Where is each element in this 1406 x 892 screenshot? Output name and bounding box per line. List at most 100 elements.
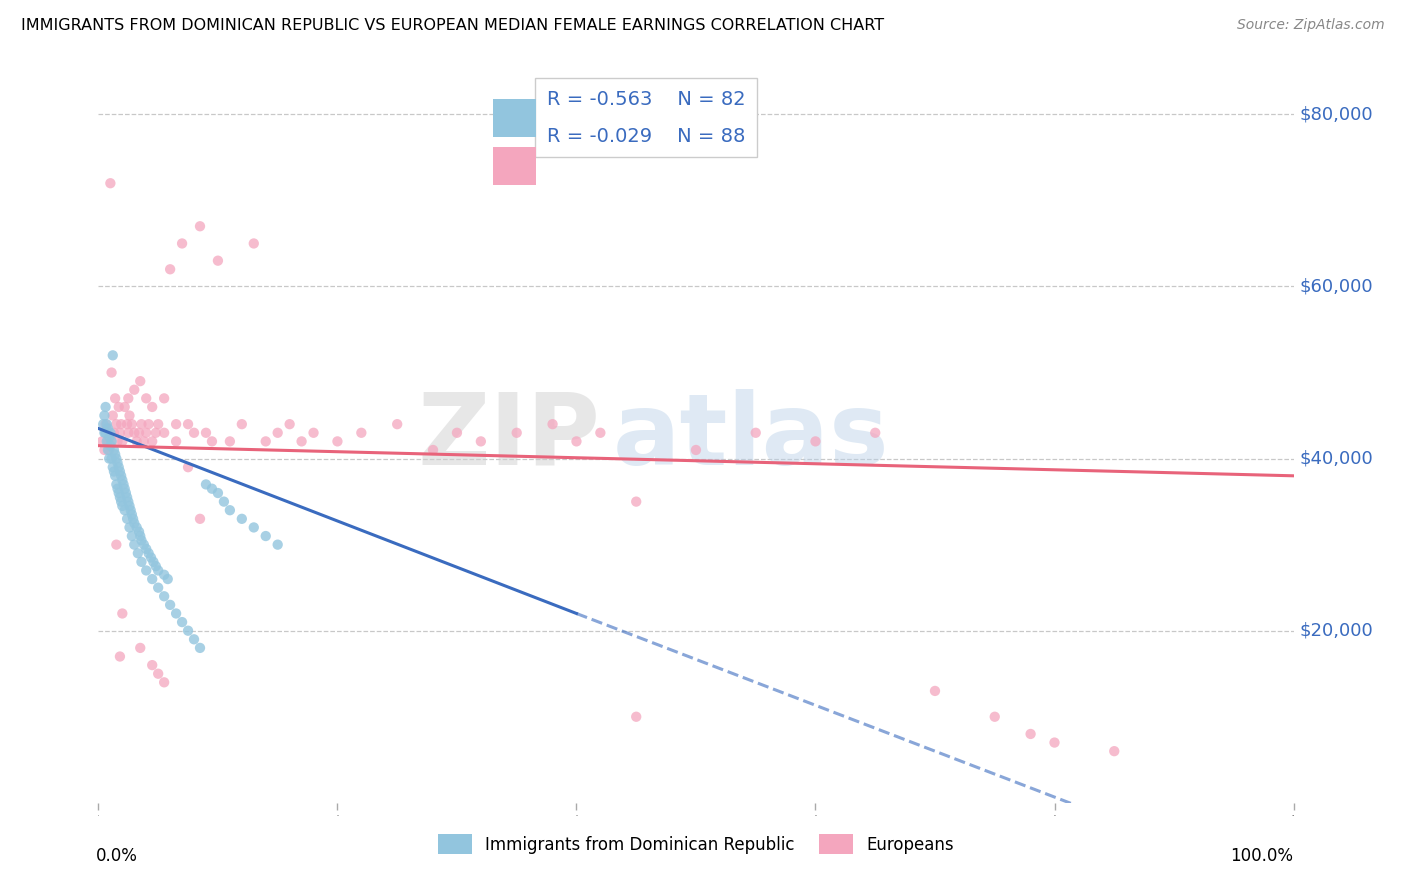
Point [118, 499, 141, 513]
Point [141, 434, 163, 449]
Point [129, 640, 152, 655]
Point [94, 400, 117, 414]
Point [195, 477, 218, 491]
Point [115, 417, 138, 432]
Point [141, 658, 163, 673]
Point [120, 503, 142, 517]
Text: IMMIGRANTS FROM DOMINICAN REPUBLIC VS EUROPEAN MEDIAN FEMALE EARNINGS CORRELATIO: IMMIGRANTS FROM DOMINICAN REPUBLIC VS EU… [21, 18, 884, 33]
Point [446, 425, 468, 440]
Point [145, 559, 167, 574]
Point [219, 503, 242, 517]
Point [183, 425, 205, 440]
Point [94, 425, 117, 440]
Point [93, 425, 115, 440]
Point [128, 425, 150, 440]
Point [302, 425, 325, 440]
Point [141, 400, 163, 414]
Point [172, 236, 194, 251]
Point [104, 392, 127, 406]
Point [565, 434, 588, 449]
Point [201, 482, 224, 496]
Point [139, 550, 162, 565]
Point [131, 533, 153, 548]
Point [93, 409, 115, 423]
Point [114, 400, 136, 414]
Point [91, 434, 114, 449]
Text: $40,000: $40,000 [1299, 450, 1374, 467]
Point [100, 434, 122, 449]
Point [254, 434, 277, 449]
Point [124, 538, 146, 552]
Point [127, 546, 149, 560]
Point [156, 572, 179, 586]
Point [97, 442, 120, 457]
Point [117, 392, 139, 406]
Point [267, 538, 290, 552]
Point [107, 434, 129, 449]
Point [96, 417, 118, 432]
Point [121, 529, 143, 543]
Point [145, 425, 167, 440]
Point [212, 494, 235, 508]
Point [470, 434, 492, 449]
Point [131, 555, 153, 569]
Point [291, 434, 314, 449]
Point [98, 425, 122, 440]
Point [105, 451, 128, 466]
Point [101, 460, 124, 475]
Point [104, 468, 127, 483]
Point [267, 425, 290, 440]
Point [98, 451, 121, 466]
Point [243, 520, 266, 534]
Point [97, 421, 120, 435]
Point [148, 581, 170, 595]
Point [111, 434, 134, 449]
Point [104, 447, 127, 461]
Point [135, 564, 157, 578]
Point [124, 516, 146, 530]
Point [105, 417, 128, 432]
Text: $60,000: $60,000 [1299, 277, 1374, 295]
Point [148, 417, 170, 432]
Point [115, 491, 138, 505]
Point [110, 468, 132, 483]
Point [108, 465, 131, 479]
Point [129, 529, 152, 543]
Point [93, 442, 115, 457]
Point [107, 400, 129, 414]
Point [107, 486, 129, 500]
Point [219, 434, 242, 449]
Point [111, 607, 134, 621]
Point [865, 425, 887, 440]
Point [108, 491, 131, 505]
Point [100, 451, 122, 466]
Point [138, 417, 160, 432]
Point [103, 425, 125, 440]
Point [506, 425, 529, 440]
Point [685, 442, 707, 457]
Text: Source: ZipAtlas.com: Source: ZipAtlas.com [1237, 18, 1385, 32]
Point [804, 434, 827, 449]
Point [97, 434, 120, 449]
Point [118, 520, 141, 534]
Text: 0.0%: 0.0% [96, 847, 138, 864]
Point [1019, 727, 1042, 741]
Point [153, 567, 176, 582]
Point [177, 417, 200, 432]
Point [207, 486, 229, 500]
Point [98, 176, 122, 190]
Point [177, 624, 200, 638]
Point [385, 417, 409, 432]
Point [100, 366, 122, 380]
Legend: Immigrants from Dominican Republic, Europeans: Immigrants from Dominican Republic, Euro… [432, 828, 960, 860]
Point [188, 512, 211, 526]
Text: atlas: atlas [613, 389, 889, 485]
Point [350, 425, 373, 440]
Point [114, 482, 136, 496]
Text: ZIP: ZIP [418, 389, 600, 485]
Point [148, 666, 170, 681]
Point [177, 460, 200, 475]
Point [231, 417, 253, 432]
Point [117, 425, 139, 440]
Point [110, 494, 132, 508]
